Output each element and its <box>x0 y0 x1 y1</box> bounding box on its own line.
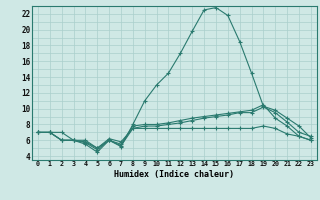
X-axis label: Humidex (Indice chaleur): Humidex (Indice chaleur) <box>115 170 234 179</box>
